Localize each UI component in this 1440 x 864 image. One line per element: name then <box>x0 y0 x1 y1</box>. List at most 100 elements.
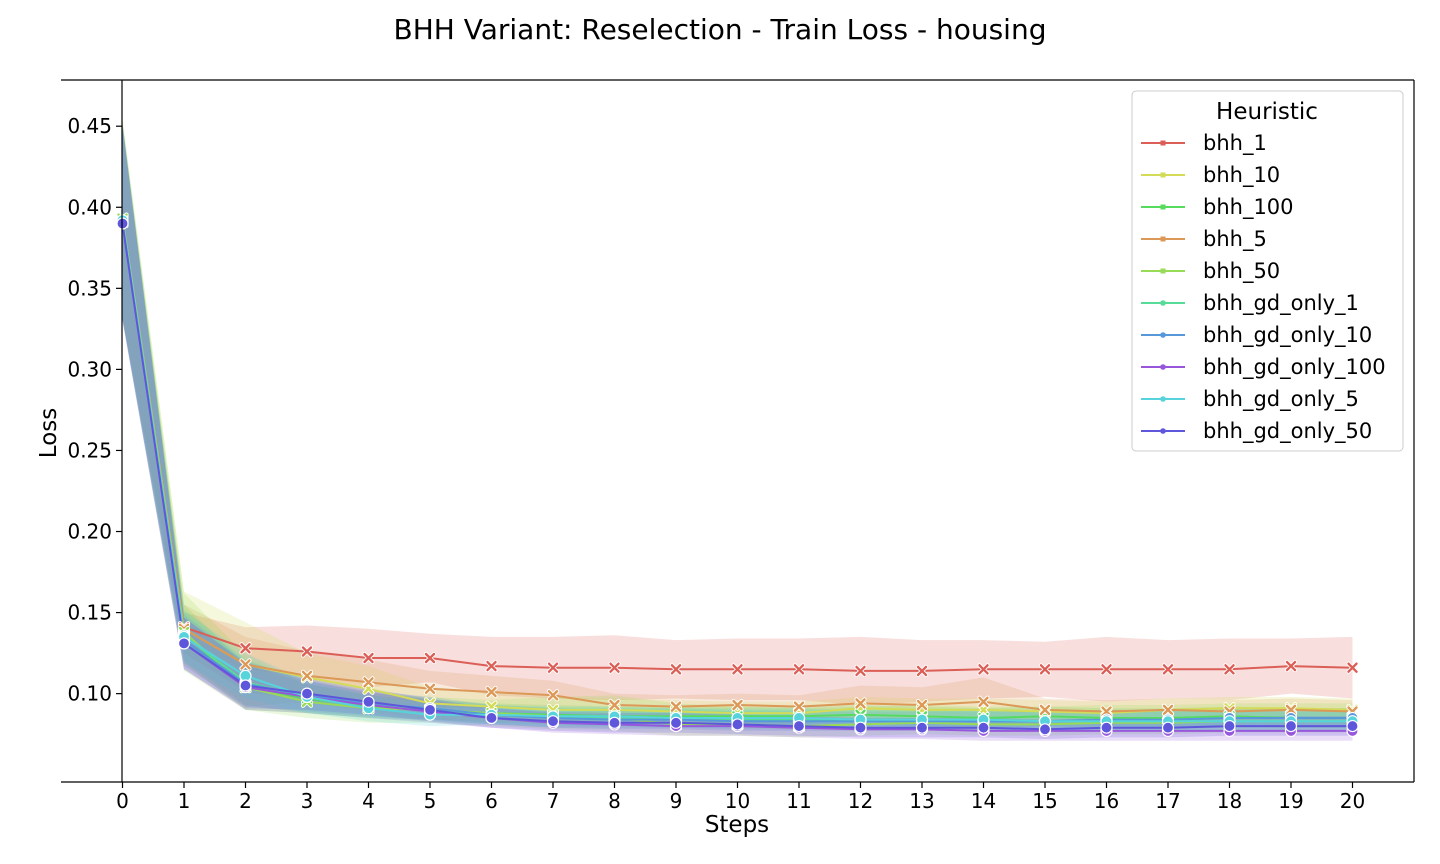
x-tick-label-5: 5 <box>424 789 437 813</box>
point-bhh_gd_only_50-17 <box>1161 721 1175 734</box>
legend-label: bhh_gd_only_1 <box>1203 291 1359 316</box>
legend-item-bhh_gd_only_10: bhh_gd_only_10 <box>1141 323 1372 348</box>
legend-marker <box>1160 396 1166 402</box>
point-bhh_1-11 <box>792 663 806 676</box>
point-bhh_5-6 <box>485 685 498 699</box>
point-bhh_5-12 <box>854 697 867 710</box>
point-bhh_gd_only_50-4 <box>362 695 375 708</box>
legend-item-bhh_100: bhh_100 <box>1141 195 1294 220</box>
point-bhh_1-19 <box>1284 659 1298 673</box>
point-bhh_5-2 <box>239 658 252 671</box>
x-tick-label-20: 20 <box>1340 789 1365 813</box>
point-bhh_gd_only_50-2 <box>239 679 252 692</box>
x-tick-label-0: 0 <box>116 789 129 813</box>
point-bhh_5-11 <box>792 700 806 713</box>
point-bhh_gd_only_50-10 <box>731 718 744 731</box>
legend-label: bhh_gd_only_50 <box>1203 419 1372 444</box>
point-bhh_gd_only_50-8 <box>608 716 621 729</box>
x-tick-label-16: 16 <box>1094 789 1119 813</box>
legend-label: bhh_10 <box>1203 163 1280 188</box>
legend-items: bhh_1 bhh_10 bhh_100 bhh_5 bhh_50 bhh_gd_only… <box>1141 131 1386 444</box>
x-tick-label-4: 4 <box>362 789 375 813</box>
legend-marker <box>1160 364 1166 370</box>
y-tick-label-0.3: 0.30 <box>67 357 112 381</box>
point-bhh_1-14 <box>977 663 990 676</box>
legend-item-bhh_gd_only_100: bhh_gd_only_100 <box>1141 355 1386 380</box>
y-tick-label-0.35: 0.35 <box>67 276 112 300</box>
y-axis-label: Loss <box>36 408 62 458</box>
legend-box <box>1131 90 1404 452</box>
point-bhh_1-5 <box>423 651 437 665</box>
legend-label: bhh_gd_only_10 <box>1203 323 1372 348</box>
point-bhh_1-18 <box>1223 663 1236 676</box>
x-tick-label-1: 1 <box>178 789 191 813</box>
legend-marker <box>1160 140 1166 146</box>
point-bhh_5-7 <box>546 689 560 702</box>
legend-label: bhh_5 <box>1203 227 1267 252</box>
point-bhh_gd_only_50-6 <box>485 711 498 725</box>
legend-marker <box>1160 204 1166 210</box>
point-bhh_1-7 <box>546 661 560 674</box>
point-bhh_5-14 <box>977 695 990 708</box>
point-bhh_5-13 <box>915 698 929 712</box>
y-ticks: 0.10 0.15 0.20 0.25 0.30 0.35 0.40 0.45 <box>67 114 122 706</box>
legend-title: Heuristic <box>1216 99 1318 125</box>
point-bhh_gd_only_50-15 <box>1038 723 1052 736</box>
x-tick-label-6: 6 <box>485 789 498 813</box>
legend-marker <box>1160 172 1166 178</box>
point-bhh_5-15 <box>1038 703 1052 716</box>
legend-marker <box>1160 268 1166 274</box>
point-bhh_1-8 <box>608 661 621 674</box>
point-bhh_gd_only_50-13 <box>915 721 929 734</box>
point-bhh_gd_only_50-3 <box>300 687 314 700</box>
x-tick-label-3: 3 <box>301 789 314 813</box>
legend-item-bhh_10: bhh_10 <box>1141 163 1280 188</box>
point-bhh_5-9 <box>669 700 683 713</box>
point-bhh_gd_only_50-18 <box>1223 719 1236 733</box>
x-axis-label: Steps <box>705 812 769 838</box>
x-tick-label-13: 13 <box>909 789 934 813</box>
point-bhh_1-2 <box>239 642 252 655</box>
point-bhh_1-10 <box>731 663 744 676</box>
point-bhh_gd_only_50-20 <box>1346 719 1359 733</box>
y-tick-label-0.1: 0.10 <box>67 682 112 706</box>
legend-item-bhh_1: bhh_1 <box>1141 131 1267 156</box>
legend-marker <box>1160 332 1166 338</box>
x-tick-label-18: 18 <box>1217 789 1242 813</box>
legend-item-bhh_gd_only_1: bhh_gd_only_1 <box>1141 291 1359 316</box>
point-bhh_1-16 <box>1100 663 1113 676</box>
y-tick-label-0.4: 0.40 <box>67 195 112 219</box>
legend-label: bhh_gd_only_100 <box>1203 355 1386 380</box>
point-bhh_gd_only_50-16 <box>1100 721 1113 734</box>
point-bhh_gd_only_50-1 <box>177 637 191 650</box>
legend-item-bhh_50: bhh_50 <box>1141 259 1280 284</box>
point-bhh_5-8 <box>608 698 621 712</box>
legend-item-bhh_5: bhh_5 <box>1141 227 1267 252</box>
x-tick-label-14: 14 <box>971 789 996 813</box>
point-bhh_1-12 <box>854 664 867 678</box>
legend-item-bhh_gd_only_5: bhh_gd_only_5 <box>1141 387 1359 412</box>
point-bhh_5-4 <box>362 676 375 689</box>
point-bhh_gd_only_50-5 <box>423 703 437 716</box>
legend-label: bhh_100 <box>1203 195 1294 220</box>
x-tick-label-7: 7 <box>547 789 560 813</box>
x-tick-label-11: 11 <box>786 789 811 813</box>
legend-marker <box>1160 300 1166 306</box>
y-tick-label-0.2: 0.20 <box>67 520 112 544</box>
point-bhh_1-13 <box>915 664 929 678</box>
point-bhh_1-9 <box>669 663 683 676</box>
point-bhh_1-3 <box>300 645 314 658</box>
legend-label: bhh_gd_only_5 <box>1203 387 1359 412</box>
x-tick-label-19: 19 <box>1278 789 1303 813</box>
y-tick-label-0.15: 0.15 <box>67 601 112 625</box>
series-markers <box>116 212 1359 738</box>
point-bhh_5-17 <box>1161 703 1175 716</box>
x-tick-label-17: 17 <box>1155 789 1180 813</box>
point-bhh_1-15 <box>1038 663 1052 676</box>
point-bhh_gd_only_50-14 <box>977 721 990 734</box>
x-tick-label-9: 9 <box>670 789 683 813</box>
point-bhh_1-17 <box>1161 663 1175 676</box>
point-bhh_gd_only_50-7 <box>546 715 560 728</box>
point-bhh_1-20 <box>1346 661 1359 674</box>
